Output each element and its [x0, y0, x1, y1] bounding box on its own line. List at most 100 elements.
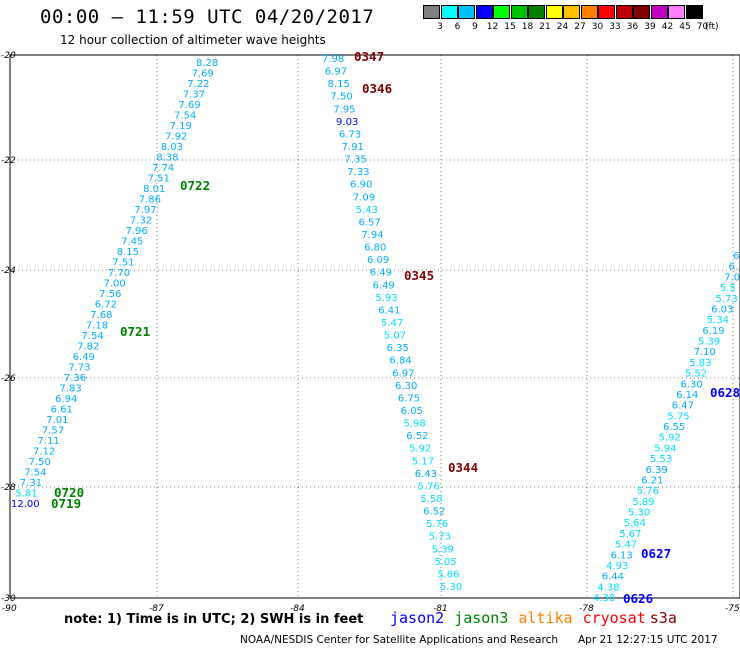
pass-time-label: 0347	[354, 49, 384, 64]
track3-value: 6.03	[711, 304, 733, 315]
track3-value: 5.39	[698, 337, 720, 348]
track3-value: 5.30	[628, 508, 650, 519]
track3-value: 6.	[729, 262, 739, 273]
track2-value: 5.98	[403, 419, 425, 430]
track2-value: 7.33	[347, 167, 369, 178]
color-scale-swatch	[563, 5, 580, 19]
track1-value: 7.01	[46, 415, 68, 426]
track2-value: 5.92	[409, 444, 431, 455]
track2-value: 6.43	[415, 469, 437, 480]
track1-value: 7.11	[37, 436, 59, 447]
color-scale-label: 3	[437, 22, 443, 32]
track2-value: 6.35	[387, 343, 409, 354]
color-scale-swatch	[440, 5, 458, 19]
track2-value: 6.52	[406, 431, 428, 442]
track2-value: 7.95	[333, 104, 355, 115]
track3-value: 5.89	[632, 497, 654, 508]
track3-value: 4.93	[606, 561, 628, 572]
color-scale-label: 9	[472, 22, 478, 32]
track1-value: 8.15	[117, 247, 139, 258]
track1-value: 7.50	[29, 457, 51, 468]
color-scale-swatch	[615, 5, 633, 19]
track2-value: 6.09	[367, 255, 389, 266]
x-tick-label: -90	[2, 604, 17, 614]
track2-value: 5.07	[384, 331, 406, 342]
footer-note: note: 1) Time is in UTC; 2) SWH is in fe…	[64, 612, 364, 627]
y-tick-label: -22	[1, 156, 16, 166]
track3-value: 7.0	[724, 272, 740, 283]
track2-value: 5.05	[434, 557, 456, 568]
track3-value: 5.34	[707, 315, 729, 326]
y-tick-label: -28	[1, 483, 16, 493]
color-scale-swatch	[650, 5, 668, 19]
track2-value: 6.05	[401, 406, 423, 417]
track3-value: 6.44	[602, 572, 624, 583]
track3-value: 5.47	[615, 540, 637, 551]
y-tick-label: -30	[1, 594, 16, 604]
track2-value: 5.43	[356, 205, 378, 216]
y-tick-label: -20	[1, 51, 16, 61]
color-scale-swatch	[423, 5, 440, 19]
track2-value: 9.03	[336, 117, 358, 128]
pass-time-label: 0346	[362, 81, 392, 96]
x-tick-label: -78	[579, 604, 594, 614]
page-subtitle: 12 hour collection of altimeter wave hei…	[60, 33, 326, 47]
y-tick-label: -24	[1, 266, 16, 276]
track2-value: 6.49	[373, 280, 395, 291]
track1-value: 5.81	[15, 489, 37, 500]
track1-value: 7.57	[42, 426, 64, 437]
color-scale-label: 45	[679, 22, 691, 32]
track3-value: 5.92	[659, 433, 681, 444]
track2-value: 7.91	[342, 142, 364, 153]
track3-value: 4.38	[597, 582, 619, 593]
track3-value: 5.67	[619, 529, 641, 540]
color-scale-label: 70	[696, 22, 709, 32]
track3-value: 5.73	[716, 294, 738, 305]
track3-value: 5.83	[689, 358, 711, 369]
track2-value: 6.49	[370, 268, 392, 279]
color-scale-swatch	[528, 5, 545, 19]
track3-value: 7.10	[694, 347, 716, 358]
x-tick-label: -75	[725, 604, 740, 614]
pass-time-label: 0722	[180, 178, 210, 193]
pass-time-label: 0345	[404, 268, 434, 283]
x-tick-label: -87	[149, 604, 164, 614]
pass-time-label: 0720	[54, 485, 84, 500]
track2-value: 6.97	[325, 67, 347, 78]
color-scale-unit: (ft)	[705, 22, 719, 32]
color-scale-swatch	[545, 5, 563, 19]
track1-value: 7.45	[121, 237, 143, 248]
track2-value: 7.98	[322, 54, 344, 65]
color-scale-swatch	[633, 5, 650, 19]
color-scale-label: 42	[661, 22, 674, 32]
track3-value: 5.64	[624, 518, 646, 529]
track1-value: 7.86	[139, 195, 161, 206]
track1-value: 7.22	[187, 79, 209, 90]
track3-value: 6.21	[641, 475, 663, 486]
track2-value: 6.57	[359, 217, 381, 228]
y-tick-label: -26	[1, 374, 16, 384]
legend-altika: altika	[518, 609, 573, 627]
track1-value: 7.54	[174, 111, 196, 122]
track2-value: 6.90	[350, 180, 372, 191]
track2-value: 6.80	[364, 243, 386, 254]
track3-value: 6.	[733, 251, 740, 262]
color-scale-swatch	[668, 5, 685, 19]
color-scale-label: 36	[626, 22, 639, 32]
track2-value: 6.75	[398, 393, 420, 404]
legend-jason2: jason2	[390, 609, 445, 627]
track1-value: 7.97	[134, 205, 156, 216]
track2-value: 7.09	[353, 192, 375, 203]
track1-value: 8.01	[143, 184, 165, 195]
track3-value: 5.52	[685, 369, 707, 380]
track2-value: 5.58	[420, 494, 442, 505]
track3-value: 6.19	[702, 326, 724, 337]
color-scale-swatch	[598, 5, 615, 19]
track1-value: 7.83	[59, 384, 81, 395]
track1-value: 8.03	[161, 142, 183, 153]
track2-value: 5.30	[440, 582, 462, 593]
track2-value: 6.97	[392, 368, 414, 379]
track1-value: 7.32	[130, 216, 152, 227]
credit-line: NOAA/NESDIS Center for Satellite Applica…	[240, 634, 558, 646]
